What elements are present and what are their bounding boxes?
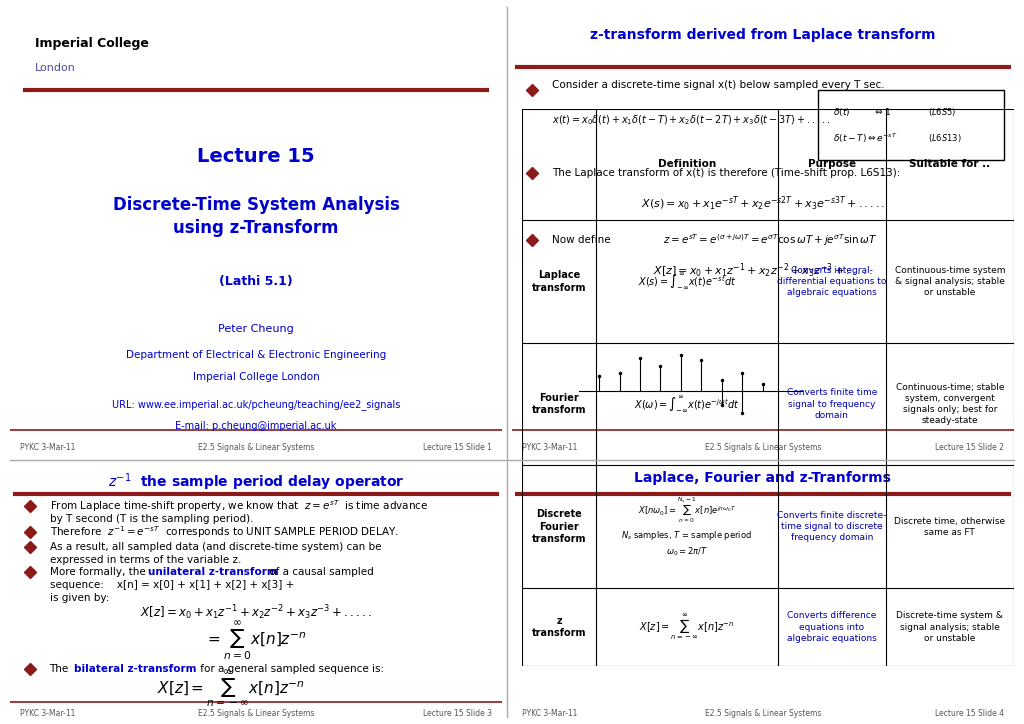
Text: Now define: Now define — [552, 235, 610, 245]
Text: $X[z] = x_0 + x_1z^{-1} + x_2z^{-2} + x_3z^{-3} + .....$: $X[z] = x_0 + x_1z^{-1} + x_2z^{-2} + x_… — [653, 261, 872, 280]
Text: for a general sampled sequence is:: for a general sampled sequence is: — [197, 664, 384, 673]
Text: Continuous-time system
& signal analysis; stable
or unstable: Continuous-time system & signal analysis… — [895, 266, 1006, 297]
Text: The: The — [49, 664, 72, 673]
Text: Imperial College London: Imperial College London — [193, 372, 319, 382]
Text: Discrete-time system &
signal analysis; stable
or unstable: Discrete-time system & signal analysis; … — [896, 612, 1004, 643]
Text: Lecture 15 Slide 2: Lecture 15 Slide 2 — [935, 443, 1004, 452]
Text: $X[z] = \sum_{n=-\infty}^{\infty} x[n]z^{-n}$: $X[z] = \sum_{n=-\infty}^{\infty} x[n]z^… — [158, 668, 305, 710]
Text: PYKC 3-Mar-11: PYKC 3-Mar-11 — [522, 443, 578, 452]
Text: Discrete
Fourier
transform: Discrete Fourier transform — [531, 509, 587, 544]
Text: of a causal sampled: of a causal sampled — [266, 568, 374, 577]
Text: $z = e^{sT} = e^{(\sigma+j\omega)T} = e^{\sigma T}\cos\omega T + je^{\sigma T}\s: $z = e^{sT} = e^{(\sigma+j\omega)T} = e^… — [663, 232, 877, 248]
Text: $X[n\omega_0] = \sum_{n=0}^{N_s-1} x[n]e^{jn\omega_0 T}$
$N_s$ samples, $T$ = sa: $X[n\omega_0] = \sum_{n=0}^{N_s-1} x[n]e… — [622, 495, 753, 558]
Text: $(L6S13)$: $(L6S13)$ — [929, 132, 963, 144]
Text: Converts difference
equations into
algebraic equations: Converts difference equations into algeb… — [787, 612, 877, 643]
Text: $\Leftrightarrow 1$: $\Leftrightarrow 1$ — [873, 106, 891, 117]
Text: Continuous-time; stable
system, convergent
signals only; best for
steady-state: Continuous-time; stable system, converge… — [896, 383, 1005, 425]
Text: $\delta(t-T) \Leftrightarrow e^{-sT}$: $\delta(t-T) \Leftrightarrow e^{-sT}$ — [834, 132, 898, 145]
Text: $X(s) = x_0 + x_1e^{-sT} + x_2e^{-s2T} + x_3e^{-s3T} + .....$: $X(s) = x_0 + x_1e^{-sT} + x_2e^{-s2T} +… — [641, 195, 885, 214]
Text: Laplace
transform: Laplace transform — [531, 270, 587, 292]
Text: London: London — [35, 63, 76, 73]
Text: is given by:: is given by: — [49, 593, 109, 602]
Text: Therefore  $z^{-1} = e^{-sT}$  corresponds to UNIT SAMPLE PERIOD DELAY.: Therefore $z^{-1} = e^{-sT}$ corresponds… — [49, 524, 398, 539]
Text: As a result, all sampled data (and discrete-time system) can be: As a result, all sampled data (and discr… — [49, 542, 381, 552]
Text: Fourier
transform: Fourier transform — [531, 393, 587, 416]
Text: Laplace, Fourier and z-Tranforms: Laplace, Fourier and z-Tranforms — [635, 471, 891, 485]
Text: (Lathi 5.1): (Lathi 5.1) — [219, 275, 293, 288]
Text: bilateral z-transform: bilateral z-transform — [74, 664, 197, 673]
Text: $x(t) = x_0\delta(t) + x_1\delta(t-T) + x_2\delta(t-2T) + x_3\delta(t-3T) + ....: $x(t) = x_0\delta(t) + x_1\delta(t-T) + … — [552, 114, 830, 127]
Text: From Laplace time-shift property, we know that  $z = e^{sT}$  is time advance: From Laplace time-shift property, we kno… — [49, 499, 428, 514]
Text: $X[z] = \sum_{n=-\infty}^{\infty} x[n]z^{-n}$: $X[z] = \sum_{n=-\infty}^{\infty} x[n]z^… — [639, 613, 734, 642]
Text: URL: www.ee.imperial.ac.uk/pcheung/teaching/ee2_signals: URL: www.ee.imperial.ac.uk/pcheung/teach… — [112, 399, 400, 410]
Text: Imperial College: Imperial College — [35, 37, 148, 49]
Text: Converts finite discrete-
time signal to discrete
frequency domain: Converts finite discrete- time signal to… — [777, 511, 887, 542]
Text: Lecture 15 Slide 1: Lecture 15 Slide 1 — [423, 443, 492, 452]
Text: PYKC 3-Mar-11: PYKC 3-Mar-11 — [20, 443, 76, 452]
Text: Peter Cheung: Peter Cheung — [218, 324, 294, 334]
Text: Lecture 15: Lecture 15 — [198, 147, 314, 166]
Text: $z^{-1}$  the sample period delay operator: $z^{-1}$ the sample period delay operato… — [108, 471, 404, 492]
Text: Definition: Definition — [657, 159, 716, 169]
Text: unilateral z-transform: unilateral z-transform — [147, 568, 278, 577]
Text: z
transform: z transform — [531, 616, 587, 639]
Text: Consider a discrete-time signal x(t) below sampled every T sec.: Consider a discrete-time signal x(t) bel… — [552, 80, 885, 90]
Text: E2.5 Signals & Linear Systems: E2.5 Signals & Linear Systems — [198, 443, 314, 452]
Text: Suitable for ..: Suitable for .. — [909, 159, 990, 169]
Text: $X(\omega) = \int_{-\infty}^{\infty} x(t)e^{-j\omega t}dt$: $X(\omega) = \int_{-\infty}^{\infty} x(t… — [634, 394, 739, 414]
Text: expressed in terms of the variable z.: expressed in terms of the variable z. — [49, 555, 241, 565]
Text: Discrete-Time System Analysis
using z-Transform: Discrete-Time System Analysis using z-Tr… — [113, 195, 399, 237]
Text: The Laplace transform of x(t) is therefore (Time-shift prop. L6S13):: The Laplace transform of x(t) is therefo… — [552, 169, 900, 179]
Text: PYKC 3-Mar-11: PYKC 3-Mar-11 — [522, 710, 578, 718]
Text: L5.8 p560: L5.8 p560 — [398, 692, 436, 702]
Text: $= \sum_{n=0}^{\infty} x[n]z^{-n}$: $= \sum_{n=0}^{\infty} x[n]z^{-n}$ — [205, 619, 307, 662]
Text: Lecture 15 Slide 4: Lecture 15 Slide 4 — [935, 710, 1004, 718]
Text: More formally, the: More formally, the — [49, 568, 148, 577]
Text: z-transform derived from Laplace transform: z-transform derived from Laplace transfo… — [590, 28, 936, 42]
Text: Lecture 15 Slide 3: Lecture 15 Slide 3 — [423, 710, 492, 718]
Text: PYKC 3-Mar-11: PYKC 3-Mar-11 — [20, 710, 76, 718]
Text: E2.5 Signals & Linear Systems: E2.5 Signals & Linear Systems — [705, 710, 821, 718]
FancyBboxPatch shape — [818, 90, 1004, 160]
Text: $X[z] = x_0 + x_1z^{-1} + x_2z^{-2} + x_3z^{-3} + .....$: $X[z] = x_0 + x_1z^{-1} + x_2z^{-2} + x_… — [140, 604, 372, 622]
Text: sequence:    x[n] = x[0] + x[1] + x[2] + x[3] +: sequence: x[n] = x[0] + x[1] + x[2] + x[… — [49, 580, 294, 590]
Text: L5.8 p560: L5.8 p560 — [962, 435, 999, 445]
Text: Converts integral-
differential equations to
algebraic equations: Converts integral- differential equation… — [777, 266, 887, 297]
Text: E-mail: p.cheung@imperial.ac.uk: E-mail: p.cheung@imperial.ac.uk — [175, 421, 337, 431]
Text: Discrete time, otherwise
same as FT: Discrete time, otherwise same as FT — [894, 517, 1006, 536]
Text: E2.5 Signals & Linear Systems: E2.5 Signals & Linear Systems — [198, 710, 314, 718]
Text: Converts finite time
signal to frequency
domain: Converts finite time signal to frequency… — [786, 389, 878, 420]
Text: by T second (T is the sampling period).: by T second (T is the sampling period). — [49, 514, 253, 524]
Text: $X(s) = \int_{-\infty}^{\infty} x(t)e^{-st}dt$: $X(s) = \int_{-\infty}^{\infty} x(t)e^{-… — [638, 272, 736, 291]
Text: $\delta(t)$: $\delta(t)$ — [834, 106, 850, 117]
Text: Department of Electrical & Electronic Engineering: Department of Electrical & Electronic En… — [126, 350, 386, 360]
Text: Purpose: Purpose — [808, 159, 856, 169]
Text: $(L6S5)$: $(L6S5)$ — [929, 106, 956, 117]
Text: E2.5 Signals & Linear Systems: E2.5 Signals & Linear Systems — [705, 443, 821, 452]
